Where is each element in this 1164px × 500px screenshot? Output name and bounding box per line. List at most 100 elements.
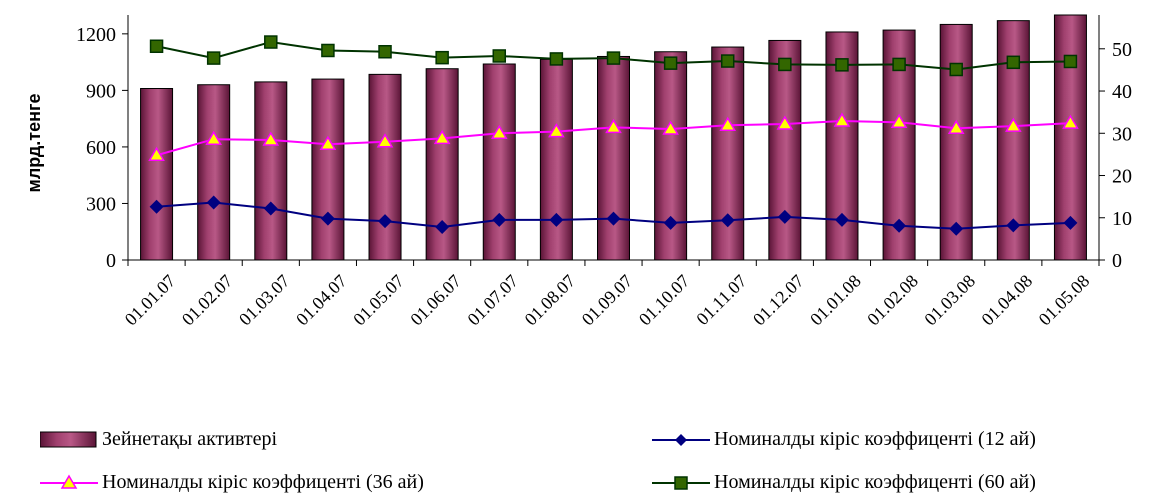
x-tick-label: 01.11.07 xyxy=(692,271,750,329)
data-point-36m xyxy=(262,131,280,146)
bar xyxy=(197,84,231,261)
data-point-12m xyxy=(834,212,849,227)
y2-tick-label: 50 xyxy=(1112,39,1132,61)
data-point-36m xyxy=(490,124,508,140)
data-point-12m xyxy=(549,212,564,227)
diamond-marker-icon xyxy=(652,433,710,446)
data-point-36m xyxy=(548,123,565,138)
y2-tick-label: 10 xyxy=(1112,208,1132,230)
data-point-60m xyxy=(1063,54,1078,69)
data-point-36m xyxy=(662,120,679,135)
y-tick-label: 900 xyxy=(86,80,116,102)
data-point-12m xyxy=(606,211,621,226)
y-tick-label: 1200 xyxy=(76,24,116,46)
data-point-12m xyxy=(1006,218,1021,233)
x-tick-label: 01.03.07 xyxy=(235,271,294,330)
data-point-12m xyxy=(149,199,164,214)
data-point-36m xyxy=(148,146,165,161)
triangle-marker-icon xyxy=(40,474,98,489)
data-point-36m xyxy=(719,116,737,131)
y2-tick-label: 30 xyxy=(1112,123,1132,145)
data-point-60m xyxy=(321,43,335,58)
data-point-36m xyxy=(833,112,851,127)
legend-label: Номиналды кіріс коэффиценті (36 ай) xyxy=(102,471,424,493)
bar xyxy=(711,46,745,261)
data-point-12m xyxy=(720,213,735,228)
data-point-60m xyxy=(1006,55,1021,70)
data-point-60m xyxy=(378,45,392,59)
data-point-12m xyxy=(206,195,221,210)
legend-label: Номиналды кіріс коэффиценті (60 ай) xyxy=(714,471,1036,493)
y-tick-label: 600 xyxy=(86,137,116,159)
data-point-12m xyxy=(663,215,678,230)
data-point-36m xyxy=(1005,117,1022,132)
data-point-36m xyxy=(776,115,794,130)
data-point-36m xyxy=(1062,114,1079,129)
legend-item-pension-assets: Зейнетақы активтері xyxy=(40,428,277,451)
legend-item-12m: Номиналды кіріс коэффиценті (12 ай) xyxy=(652,428,1036,451)
data-point-60m xyxy=(549,52,564,66)
bar xyxy=(368,73,402,261)
x-tick-label: 01.09.07 xyxy=(578,271,637,330)
x-tick-label: 01.10.07 xyxy=(635,271,694,330)
x-tick-label: 01.01.08 xyxy=(806,271,865,330)
data-point-36m xyxy=(205,130,222,145)
data-point-36m xyxy=(433,129,451,145)
legend-label: Номиналды кіріс коэффиценті (12 ай) xyxy=(714,428,1036,450)
x-tick-label: 01.03.08 xyxy=(920,271,979,330)
data-point-12m xyxy=(777,209,792,224)
y-tick-label: 0 xyxy=(106,250,116,272)
data-point-60m xyxy=(435,50,449,65)
x-tick-label: 01.06.07 xyxy=(406,271,465,330)
data-point-12m xyxy=(263,201,278,216)
y-tick-label: 300 xyxy=(86,193,116,215)
bar xyxy=(482,63,516,261)
x-tick-label: 01.05.07 xyxy=(349,271,408,330)
data-point-60m xyxy=(778,57,792,72)
x-tick-label: 01.02.07 xyxy=(178,271,237,330)
y-axis-label: млрд.тенге xyxy=(24,94,44,193)
data-point-60m xyxy=(606,51,621,65)
data-point-12m xyxy=(492,212,507,227)
legend-label: Зейнетақы активтері xyxy=(102,428,278,450)
data-point-36m xyxy=(319,135,337,151)
y2-tick-label: 0 xyxy=(1112,250,1122,272)
data-point-12m xyxy=(949,221,964,236)
x-tick-label: 01.07.07 xyxy=(463,271,522,330)
data-point-60m xyxy=(149,39,164,54)
x-tick-label: 01.04.07 xyxy=(292,271,351,330)
x-tick-label: 01.02.08 xyxy=(863,271,922,330)
data-point-12m xyxy=(1063,215,1078,230)
data-point-60m xyxy=(264,35,278,49)
data-point-12m xyxy=(320,211,335,226)
bar-swatch-icon xyxy=(40,431,97,447)
data-point-12m xyxy=(435,220,450,235)
y2-tick-label: 40 xyxy=(1112,81,1132,103)
y2-tick-label: 20 xyxy=(1112,166,1132,188)
legend-item-60m: Номиналды кіріс коэффиценті (60 ай) xyxy=(652,471,1036,494)
data-point-36m xyxy=(890,113,908,129)
data-point-60m xyxy=(663,56,678,70)
bar xyxy=(768,39,802,261)
bar xyxy=(254,81,288,261)
square-marker-icon xyxy=(652,475,710,490)
data-point-60m xyxy=(720,54,735,68)
x-tick-label: 01.05.08 xyxy=(1035,271,1094,330)
bar xyxy=(597,55,630,261)
bar xyxy=(140,88,174,261)
data-point-60m xyxy=(492,49,507,63)
data-point-36m xyxy=(605,118,622,134)
bar xyxy=(311,78,345,261)
x-tick-label: 01.04.08 xyxy=(977,271,1036,330)
data-point-60m xyxy=(835,58,849,72)
data-point-36m xyxy=(947,119,965,134)
data-point-60m xyxy=(206,51,221,65)
x-tick-label: 01.12.07 xyxy=(749,271,808,330)
data-point-12m xyxy=(378,214,393,229)
data-point-36m xyxy=(376,133,394,148)
x-tick-label: 01.08.07 xyxy=(521,271,580,330)
bar xyxy=(539,58,573,261)
legend-item-36m: Номиналды кіріс коэффиценті (36 ай) xyxy=(40,471,424,494)
data-point-60m xyxy=(949,62,963,77)
